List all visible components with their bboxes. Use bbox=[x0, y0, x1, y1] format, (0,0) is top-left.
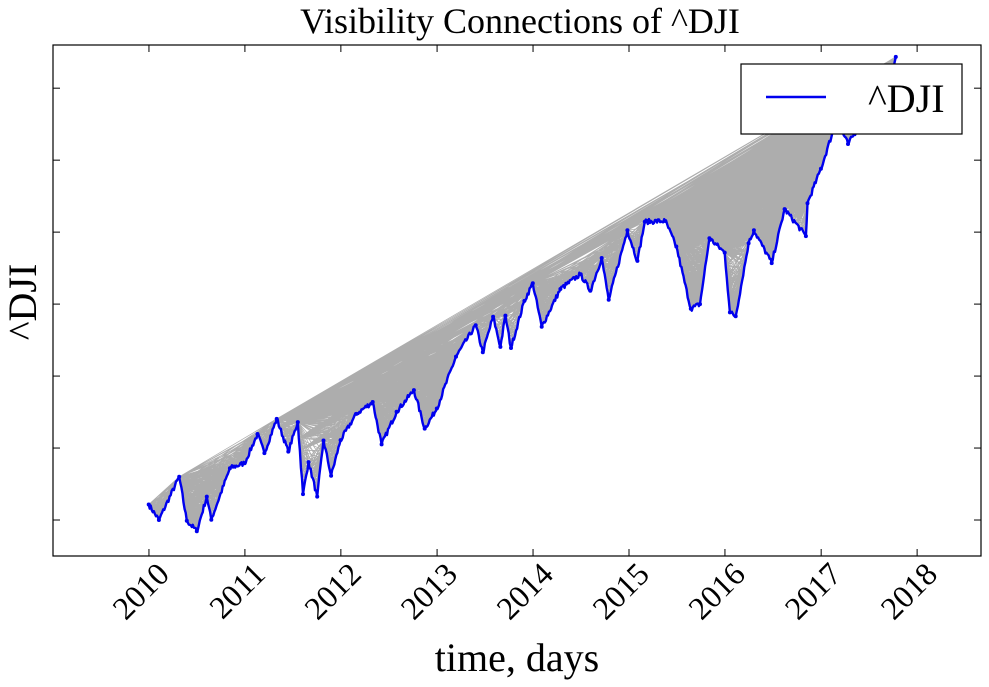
legend-box bbox=[740, 63, 963, 135]
data-point bbox=[184, 518, 189, 523]
data-point bbox=[818, 166, 823, 171]
data-point bbox=[803, 234, 808, 239]
series-points bbox=[146, 54, 898, 534]
y-axis-ticks bbox=[53, 87, 981, 521]
x-axis-label: time, days bbox=[435, 635, 599, 680]
x-tick-label: 2016 bbox=[681, 555, 752, 626]
data-point bbox=[370, 400, 375, 404]
data-point bbox=[539, 324, 544, 329]
data-point bbox=[301, 492, 305, 497]
data-point bbox=[315, 494, 320, 499]
legend-label-dji: ^DJI bbox=[868, 76, 945, 121]
data-point bbox=[663, 219, 668, 223]
data-point bbox=[177, 474, 182, 479]
data-point bbox=[522, 298, 527, 303]
data-point bbox=[733, 314, 738, 319]
data-point bbox=[698, 302, 702, 307]
data-point bbox=[642, 219, 647, 224]
data-point bbox=[674, 244, 679, 249]
data-point bbox=[411, 388, 416, 393]
data-point bbox=[782, 207, 787, 212]
x-tick-label: 2010 bbox=[105, 555, 176, 626]
data-point bbox=[209, 517, 214, 522]
x-tick-label: 2017 bbox=[777, 555, 848, 626]
data-point bbox=[262, 451, 267, 456]
data-point bbox=[194, 529, 199, 534]
x-tick-label: 2013 bbox=[393, 555, 464, 626]
data-point bbox=[379, 442, 384, 447]
data-point bbox=[751, 228, 756, 233]
data-point bbox=[599, 256, 604, 260]
data-point bbox=[491, 314, 496, 319]
x-tick-label: 2012 bbox=[297, 555, 368, 626]
data-point bbox=[156, 518, 161, 522]
y-axis-label: ^DJI bbox=[0, 264, 45, 341]
data-point bbox=[707, 236, 712, 241]
data-point bbox=[242, 461, 247, 466]
data-point bbox=[306, 460, 311, 465]
x-axis-ticks bbox=[148, 45, 918, 556]
data-point bbox=[578, 272, 583, 277]
data-point bbox=[338, 438, 343, 443]
data-point bbox=[329, 473, 334, 478]
data-point bbox=[769, 261, 774, 266]
data-point bbox=[509, 346, 513, 350]
data-point bbox=[473, 323, 478, 328]
data-point bbox=[146, 502, 151, 507]
data-point bbox=[635, 258, 640, 263]
data-point bbox=[204, 494, 209, 499]
data-point bbox=[498, 344, 503, 349]
data-point bbox=[295, 420, 300, 425]
data-point bbox=[727, 310, 732, 315]
data-point bbox=[480, 350, 485, 355]
data-point bbox=[688, 306, 693, 311]
data-point bbox=[606, 297, 611, 302]
data-point bbox=[746, 241, 751, 246]
chart-title: Visibility Connections of ^DJI bbox=[300, 1, 740, 41]
data-point bbox=[434, 406, 439, 411]
data-point bbox=[805, 201, 810, 206]
data-point bbox=[354, 411, 359, 416]
data-point bbox=[286, 449, 291, 454]
data-point bbox=[846, 142, 850, 146]
x-tick-label: 2011 bbox=[202, 555, 272, 625]
data-point bbox=[558, 287, 563, 291]
data-point bbox=[588, 288, 593, 293]
data-point bbox=[422, 426, 427, 431]
x-axis-tick-labels: 2010 2011 2012 2013 2014 2015 2016 2017 2018 bbox=[105, 555, 944, 626]
data-point bbox=[722, 250, 727, 255]
data-point bbox=[274, 416, 279, 421]
data-point bbox=[454, 354, 458, 359]
data-point bbox=[255, 432, 260, 436]
data-point bbox=[227, 466, 232, 471]
x-tick-label: 2018 bbox=[873, 555, 944, 626]
data-point bbox=[625, 228, 630, 233]
data-point bbox=[530, 281, 535, 286]
legend: ^DJI bbox=[740, 63, 963, 135]
x-tick-label: 2015 bbox=[585, 555, 656, 626]
x-tick-label: 2014 bbox=[489, 555, 560, 626]
data-point bbox=[394, 409, 399, 414]
data-point bbox=[893, 54, 898, 59]
data-point bbox=[321, 438, 326, 443]
data-point bbox=[503, 313, 508, 318]
